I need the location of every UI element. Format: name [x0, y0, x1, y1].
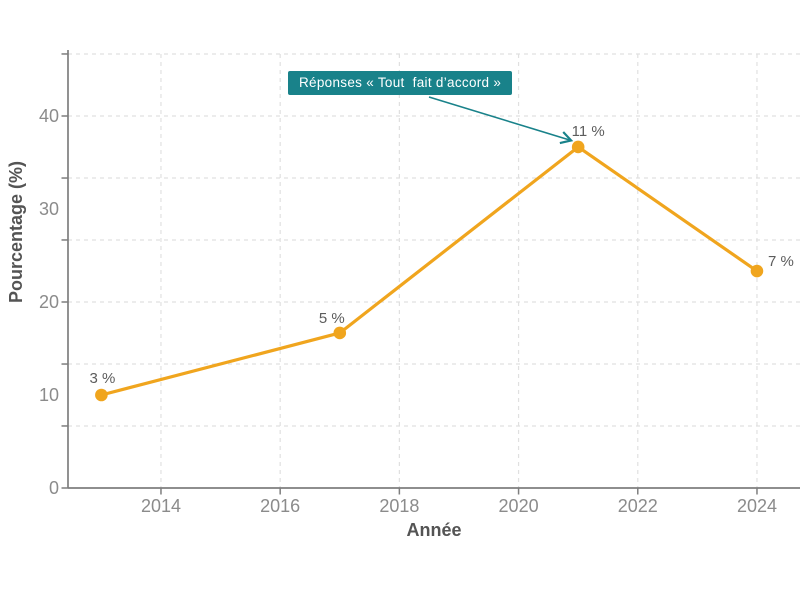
data-point — [95, 388, 108, 402]
y-tick-label: 0 — [49, 478, 59, 498]
x-tick-label: 2022 — [618, 496, 658, 516]
data-point-label: 11 % — [572, 123, 605, 140]
x-tick-label: 2018 — [379, 496, 419, 516]
y-tick-label: 20 — [39, 292, 59, 312]
data-point — [571, 140, 585, 154]
annotation-arrow — [428, 96, 574, 145]
y-tick-label: 10 — [39, 385, 59, 405]
data-point-label: 7 % — [768, 253, 794, 270]
y-tick-label: 30 — [39, 199, 59, 219]
y-axis-title: Pourcentage (%) — [6, 161, 26, 303]
x-axis-title: Année — [406, 520, 461, 540]
x-tick-label: 2024 — [737, 496, 777, 516]
data-point — [333, 326, 347, 340]
x-tick-label: 2020 — [499, 496, 539, 516]
data-point-label: 3 % — [89, 370, 115, 387]
x-tick-label: 2014 — [141, 496, 181, 516]
data-point-label: 5 % — [319, 310, 345, 327]
y-tick-label: 40 — [39, 106, 59, 126]
x-tick-label: 2016 — [260, 496, 300, 516]
annotation-box: Réponses « Tout fait d’accord » — [288, 71, 513, 95]
data-line — [99, 145, 759, 397]
data-point — [750, 264, 764, 278]
